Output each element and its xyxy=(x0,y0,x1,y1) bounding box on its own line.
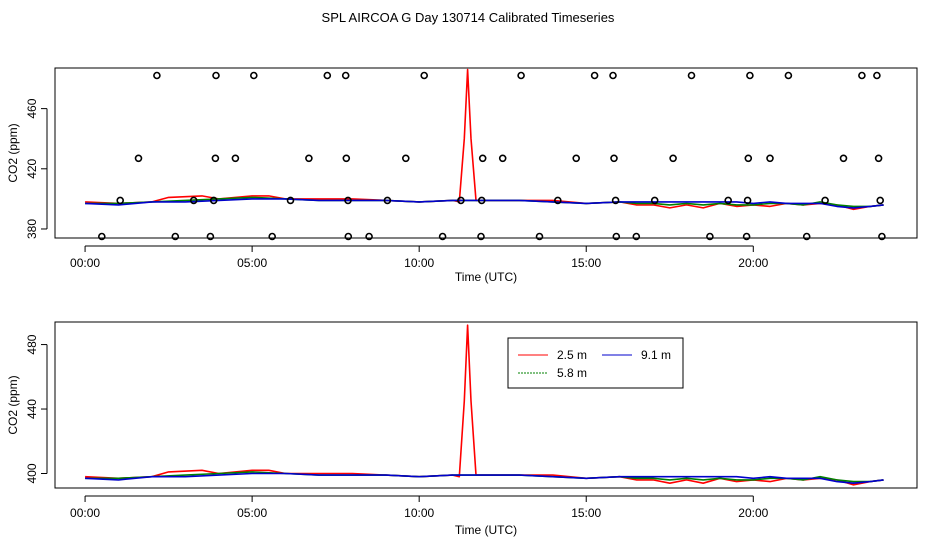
calibration-point xyxy=(153,71,161,80)
x-tick-label: 10:00 xyxy=(404,506,434,520)
calibration-point xyxy=(687,71,696,80)
calibration-point xyxy=(268,232,277,241)
calibration-point xyxy=(878,232,886,241)
calibration-point xyxy=(669,154,677,163)
calibration-point xyxy=(477,232,485,241)
x-tick-label: 00:00 xyxy=(70,256,100,270)
calibration-point xyxy=(477,196,486,205)
legend: 2.5 m 5.8 m 9.1 m xyxy=(507,337,684,389)
calibration-point xyxy=(211,154,220,163)
calibration-point xyxy=(286,196,295,205)
calibration-point xyxy=(342,154,351,163)
calibration-point xyxy=(724,196,733,205)
x-tick-label: 00:00 xyxy=(70,506,100,520)
x-tick-label: 20:00 xyxy=(738,506,768,520)
series-line-9.1m xyxy=(85,198,884,209)
calibration-point xyxy=(572,154,581,163)
calibration-point xyxy=(610,154,618,163)
calibration-point xyxy=(876,196,885,205)
calibration-point xyxy=(874,154,883,163)
series-lines-top xyxy=(85,68,884,211)
chart-title: SPL AIRCOA G Day 130714 Calibrated Times… xyxy=(322,10,615,25)
calibration-point xyxy=(231,154,240,163)
y-tick-label: 480 xyxy=(25,334,39,354)
calibration-point xyxy=(344,232,353,241)
plot-frame-bottom xyxy=(54,321,918,489)
calibration-point xyxy=(341,71,350,80)
calibration-point xyxy=(498,154,507,163)
calibration-point xyxy=(438,232,447,241)
calibration-point xyxy=(612,232,621,241)
x-tick-label: 20:00 xyxy=(738,256,768,270)
calibration-point xyxy=(590,71,599,80)
calibration-point xyxy=(706,232,714,241)
x-tick-label: 15:00 xyxy=(571,256,601,270)
x-axis-label-top: Time (UTC) xyxy=(455,270,517,284)
legend-label-2.5m: 2.5 m xyxy=(557,348,587,362)
calibration-point xyxy=(189,196,198,205)
legend-label-9.1m: 9.1 m xyxy=(641,348,671,362)
calibration-point xyxy=(858,71,866,80)
plot-frame-top xyxy=(54,67,918,239)
calibration-point xyxy=(420,71,429,80)
calibration-point xyxy=(344,196,352,205)
y-tick-label: 420 xyxy=(25,158,39,178)
calibration-point xyxy=(171,232,180,241)
calibration-point xyxy=(209,196,218,205)
calibration-point xyxy=(383,196,392,205)
calibration-point xyxy=(365,232,373,241)
axes-bottom: 00:00 05:00 10:00 15:00 20:00 400 440 480 xyxy=(25,334,769,520)
y-tick-label: 440 xyxy=(25,399,39,419)
calibration-points xyxy=(98,71,886,241)
calibration-point xyxy=(821,196,829,205)
calibration-point xyxy=(650,196,659,205)
calibration-point xyxy=(305,154,313,163)
calibration-point xyxy=(766,154,774,163)
calibration-point xyxy=(478,154,487,163)
y-tick-label: 400 xyxy=(25,463,39,483)
legend-label-5.8m: 5.8 m xyxy=(557,366,587,380)
axes-top: 00:00 05:00 10:00 15:00 20:00 380 420 460 xyxy=(25,98,769,270)
series-line-2.5m xyxy=(85,324,884,486)
calibration-point xyxy=(839,154,848,163)
calibration-point xyxy=(535,232,544,241)
calibration-point xyxy=(323,71,332,80)
panel-bottom-line-timeseries: 00:00 05:00 10:00 15:00 20:00 400 440 480 Time … xyxy=(6,321,918,537)
calibration-point xyxy=(212,71,220,80)
calibration-point xyxy=(116,196,124,205)
y-axis-label-bottom: CO2 (ppm) xyxy=(6,375,20,434)
calibration-point xyxy=(632,232,641,241)
calibration-point xyxy=(744,154,753,163)
calibration-point xyxy=(746,71,754,80)
x-tick-label: 15:00 xyxy=(571,506,601,520)
calibration-point xyxy=(609,71,617,80)
calibration-point xyxy=(802,232,811,241)
calibration-point xyxy=(743,196,752,205)
panel-top-scatter-timeseries: 00:00 05:00 10:00 15:00 20:00 380 420 460 Time … xyxy=(6,67,918,284)
calibration-point xyxy=(517,71,525,80)
x-axis-label-bottom: Time (UTC) xyxy=(455,523,517,537)
y-axis-label-top: CO2 (ppm) xyxy=(6,123,20,182)
y-tick-label: 460 xyxy=(25,98,39,118)
calibration-point xyxy=(457,196,465,205)
x-tick-label: 05:00 xyxy=(237,256,267,270)
calibration-point xyxy=(401,154,410,163)
calibration-point xyxy=(98,232,106,241)
series-line-2.5m xyxy=(85,68,884,211)
x-tick-label: 10:00 xyxy=(404,256,434,270)
calibration-point xyxy=(611,196,620,205)
calibration-point xyxy=(553,196,562,205)
x-tick-label: 05:00 xyxy=(237,506,267,520)
y-tick-label: 380 xyxy=(25,219,39,239)
series-line-9.1m xyxy=(85,472,884,485)
calibration-point xyxy=(742,232,751,241)
calibration-point xyxy=(206,232,215,241)
calibration-point xyxy=(250,71,258,80)
legend-box xyxy=(507,337,684,389)
calibration-point xyxy=(134,154,143,163)
calibration-point xyxy=(784,71,793,80)
series-lines-bottom xyxy=(85,324,884,486)
calibration-point xyxy=(873,71,881,80)
